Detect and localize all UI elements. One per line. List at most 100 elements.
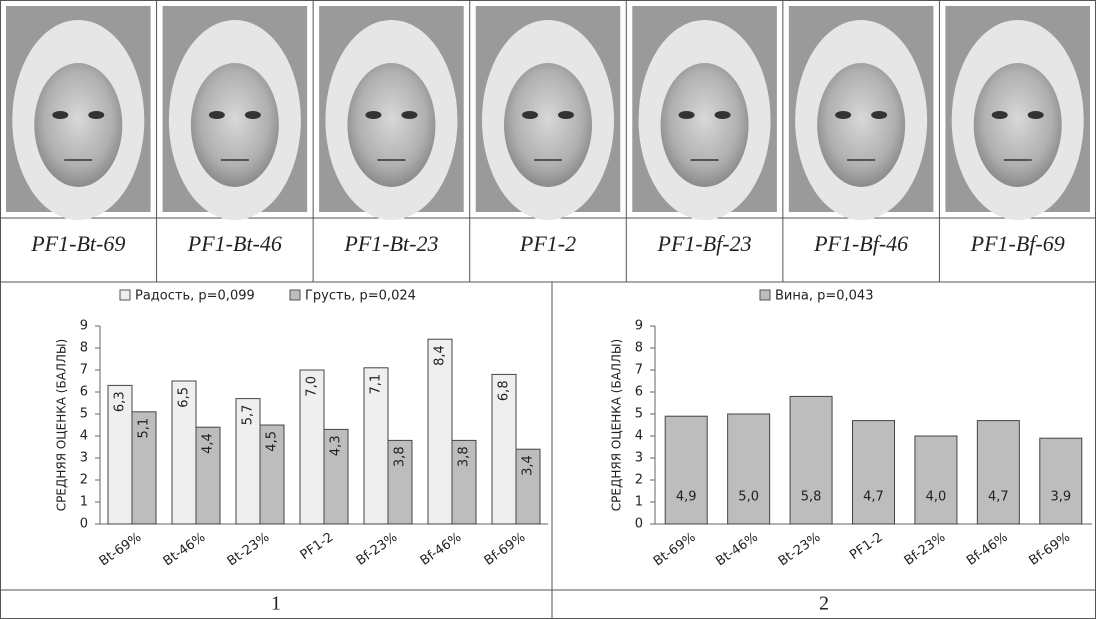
panel-label: 2	[819, 593, 829, 615]
value-label: 5,1	[137, 418, 152, 439]
face-photo	[945, 6, 1090, 220]
eye	[714, 111, 731, 119]
y-tick-label: 9	[80, 319, 88, 334]
legend-swatch	[119, 289, 131, 301]
eye	[365, 111, 382, 119]
legend-swatch	[289, 289, 301, 301]
eye	[558, 111, 574, 119]
y-tick-label: 3	[635, 451, 643, 466]
y-axis-label: СРЕДНЯЯ ОЦЕНКА (БАЛЛЫ)	[610, 339, 624, 511]
face	[504, 63, 592, 187]
bar	[976, 420, 1020, 525]
y-tick-label: 4	[635, 429, 643, 444]
x-tick-label: Bf-23%	[902, 530, 949, 569]
y-tick-label: 4	[80, 429, 88, 444]
panel-label: 1	[271, 593, 281, 615]
photo-caption: PF1-Bf-69	[970, 231, 1065, 256]
x-tick-label: Bf-46%	[418, 530, 465, 569]
y-tick-label: 1	[80, 495, 88, 510]
x-tick-label: Bt-46%	[161, 530, 209, 570]
face-photo	[475, 6, 621, 220]
value-label: 4,7	[863, 490, 884, 505]
photo-caption: PF1-Bt-69	[30, 231, 125, 256]
bar	[427, 338, 453, 525]
y-axis-label: СРЕДНЯЯ ОЦЕНКА (БАЛЛЫ)	[55, 339, 69, 511]
eye	[871, 111, 888, 119]
value-label: 7,0	[305, 376, 320, 397]
value-label: 4,3	[329, 435, 344, 456]
face-photo	[162, 6, 308, 220]
legend-label: Грусть, p=0,024	[305, 289, 416, 304]
photo-caption: PF1-Bt-46	[187, 231, 282, 256]
eye	[401, 111, 418, 119]
eye	[991, 111, 1008, 119]
photo-caption: PF1-2	[519, 231, 576, 256]
y-tick-label: 3	[80, 451, 88, 466]
y-tick-label: 6	[80, 385, 88, 400]
x-tick-label: PF1-2	[298, 530, 337, 563]
y-tick-label: 0	[80, 517, 88, 532]
x-tick-label: Bt-69%	[97, 530, 145, 570]
bar	[491, 373, 517, 525]
value-label: 5,7	[241, 405, 256, 426]
eye	[1027, 111, 1044, 119]
value-label: 4,9	[676, 490, 697, 505]
eye	[835, 111, 852, 119]
eye	[244, 111, 261, 119]
y-tick-label: 8	[635, 341, 643, 356]
eye	[522, 111, 538, 119]
value-label: 3,8	[457, 446, 472, 467]
eye	[88, 111, 105, 119]
bar	[299, 369, 325, 525]
legend-swatch	[759, 289, 771, 301]
bar	[259, 424, 285, 525]
bar	[107, 384, 133, 525]
photo-caption: PF1-Bt-23	[343, 231, 438, 256]
x-tick-label: Bf-69%	[482, 530, 529, 569]
face	[973, 63, 1062, 187]
y-tick-label: 5	[80, 407, 88, 422]
value-label: 6,8	[497, 380, 512, 401]
x-tick-label: Bf-46%	[964, 530, 1011, 569]
bar	[235, 398, 261, 525]
y-tick-label: 2	[80, 473, 88, 488]
y-tick-label: 8	[80, 341, 88, 356]
face	[817, 63, 906, 187]
value-label: 5,0	[738, 490, 759, 505]
value-label: 3,4	[521, 455, 536, 476]
x-tick-label: Bt-69%	[651, 530, 699, 570]
face	[190, 63, 279, 187]
bar	[131, 411, 157, 525]
value-label: 6,3	[113, 391, 128, 412]
bar	[387, 439, 413, 525]
bar	[195, 426, 221, 525]
x-tick-label: Bf-69%	[1026, 530, 1073, 569]
y-tick-label: 1	[635, 495, 643, 510]
value-label: 4,4	[201, 433, 216, 454]
y-tick-label: 7	[635, 363, 643, 378]
x-tick-label: Bt-23%	[776, 530, 824, 570]
face-photo	[6, 6, 151, 220]
bar	[727, 413, 771, 525]
face	[347, 63, 436, 187]
bar	[323, 428, 349, 525]
photo-caption: PF1-Bf-46	[813, 231, 908, 256]
value-label: 4,5	[265, 431, 280, 452]
value-label: 4,7	[988, 490, 1009, 505]
y-tick-label: 2	[635, 473, 643, 488]
bar	[363, 367, 389, 525]
face	[34, 63, 123, 187]
x-tick-label: Bt-46%	[713, 530, 761, 570]
face-photo	[788, 6, 934, 220]
value-label: 3,9	[1050, 490, 1071, 505]
bar	[171, 380, 197, 525]
value-label: 6,5	[177, 387, 192, 408]
bar	[451, 439, 477, 525]
eye	[678, 111, 695, 119]
value-label: 4,0	[926, 490, 947, 505]
eye	[52, 111, 69, 119]
legend-label: Радость, p=0,099	[135, 289, 255, 304]
bar	[852, 420, 895, 525]
bar	[664, 415, 708, 525]
